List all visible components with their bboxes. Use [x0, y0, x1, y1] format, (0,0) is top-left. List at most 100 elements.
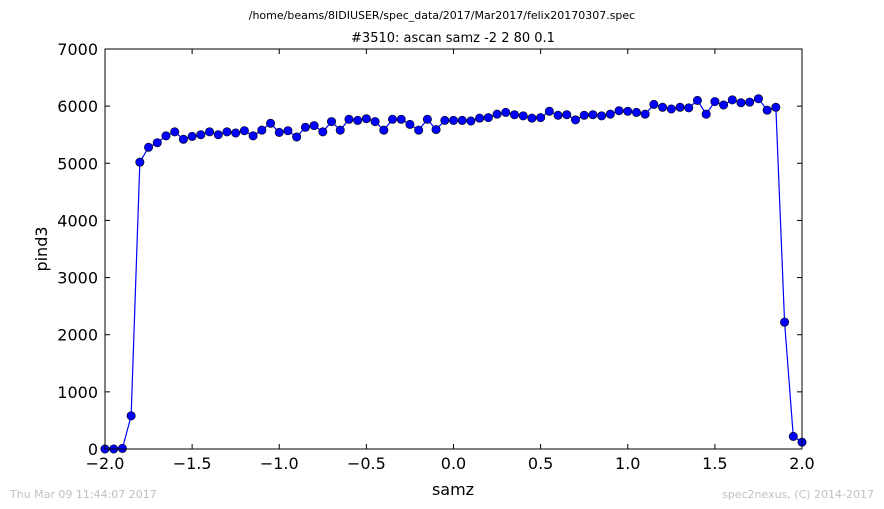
- data-point: [605, 109, 615, 119]
- data-point: [710, 97, 720, 107]
- x-axis-ticks: −2.0 −1.5 −1.0 −0.5 0.0 0.5 1.0 1.5 2.0: [86, 49, 815, 473]
- x-tick-label: −0.5: [347, 454, 386, 473]
- data-point: [753, 94, 763, 104]
- y-tick-label: 3000: [57, 269, 98, 288]
- x-tick-label: 1.0: [615, 454, 640, 473]
- data-point: [780, 317, 790, 327]
- data-point: [745, 97, 755, 107]
- y-axis-label: pind3: [32, 226, 51, 271]
- data-point: [631, 107, 641, 117]
- data-point: [196, 130, 206, 140]
- chart-title: #3510: ascan samz -2 2 80 0.1: [351, 31, 555, 46]
- x-tick-label: 2.0: [789, 454, 814, 473]
- data-point: [553, 110, 563, 120]
- y-tick-label: 1000: [57, 383, 98, 402]
- data-point: [771, 102, 781, 112]
- footer-timestamp: Thu Mar 09 11:44:07 2017: [9, 488, 157, 501]
- data-point: [440, 115, 450, 125]
- data-point: [353, 115, 363, 125]
- data-point: [300, 122, 310, 132]
- data-point: [623, 106, 633, 116]
- data-point: [588, 110, 598, 120]
- data-point: [544, 106, 554, 116]
- data-point: [126, 411, 136, 421]
- data-point: [719, 100, 729, 110]
- series-line: [105, 97, 803, 450]
- y-tick-label: 2000: [57, 326, 98, 345]
- data-point: [536, 113, 546, 123]
- data-point: [509, 110, 519, 120]
- data-point: [266, 118, 276, 128]
- plot-area-frame: [104, 48, 803, 450]
- data-point: [448, 115, 458, 125]
- data-point: [257, 125, 267, 135]
- data-point: [361, 114, 371, 124]
- data-point: [327, 117, 337, 127]
- data-point: [205, 127, 215, 137]
- data-point: [405, 119, 415, 129]
- x-tick-label: −2.0: [86, 454, 125, 473]
- footer-credit: spec2nexus, (C) 2014-2017: [722, 488, 874, 501]
- x-tick-label: −1.5: [173, 454, 212, 473]
- x-tick-label: 0.0: [441, 454, 466, 473]
- data-point: [318, 127, 328, 137]
- data-point: [527, 113, 537, 123]
- data-point: [213, 130, 223, 140]
- data-point: [170, 127, 180, 137]
- data-point: [388, 114, 398, 124]
- data-point: [344, 114, 354, 124]
- x-tick-label: 0.5: [528, 454, 553, 473]
- y-tick-label: 0: [88, 440, 98, 459]
- data-point: [736, 98, 746, 108]
- data-point: [274, 127, 284, 137]
- data-point: [152, 138, 162, 148]
- data-point: [649, 99, 659, 109]
- data-point: [222, 127, 232, 137]
- data-point: [614, 106, 624, 116]
- data-point: [597, 111, 607, 121]
- data-point: [579, 110, 589, 120]
- data-point: [762, 105, 772, 115]
- data-point: [187, 131, 197, 141]
- data-point: [501, 107, 511, 117]
- data-point: [292, 132, 302, 142]
- data-point: [727, 95, 737, 105]
- data-point: [178, 134, 188, 144]
- data-point: [666, 104, 676, 114]
- data-point: [309, 121, 319, 131]
- y-axis-ticks: 0 1000 2000 3000 4000 5000 6000 7000: [57, 40, 802, 459]
- data-point: [335, 125, 345, 135]
- x-axis-label: samz: [432, 480, 474, 499]
- data-point: [231, 128, 241, 138]
- data-point: [483, 113, 493, 123]
- data-point: [466, 116, 476, 126]
- data-point: [640, 109, 650, 119]
- data-point: [431, 125, 441, 135]
- data-point: [562, 110, 572, 120]
- data-point: [283, 126, 293, 136]
- data-point: [701, 109, 711, 119]
- data-point: [492, 109, 502, 119]
- data-point: [518, 111, 528, 121]
- data-point: [684, 103, 694, 113]
- data-point: [248, 131, 258, 141]
- x-tick-label: −1.0: [260, 454, 299, 473]
- figure-suptitle: /home/beams/8IDIUSER/spec_data/2017/Mar2…: [249, 9, 635, 22]
- data-point: [396, 114, 406, 124]
- data-point: [475, 113, 485, 123]
- data-point: [788, 431, 798, 441]
- data-point: [135, 157, 145, 167]
- y-tick-label: 5000: [57, 154, 98, 173]
- data-point: [379, 125, 389, 135]
- data-point: [457, 115, 467, 125]
- series-pind3: [100, 94, 807, 454]
- data-point: [675, 102, 685, 112]
- data-point: [692, 95, 702, 105]
- data-point: [658, 102, 668, 112]
- y-tick-label: 6000: [57, 97, 98, 116]
- data-point: [422, 114, 432, 124]
- data-point: [239, 126, 249, 136]
- data-point: [370, 117, 380, 127]
- data-point: [144, 142, 154, 152]
- data-point: [414, 125, 424, 135]
